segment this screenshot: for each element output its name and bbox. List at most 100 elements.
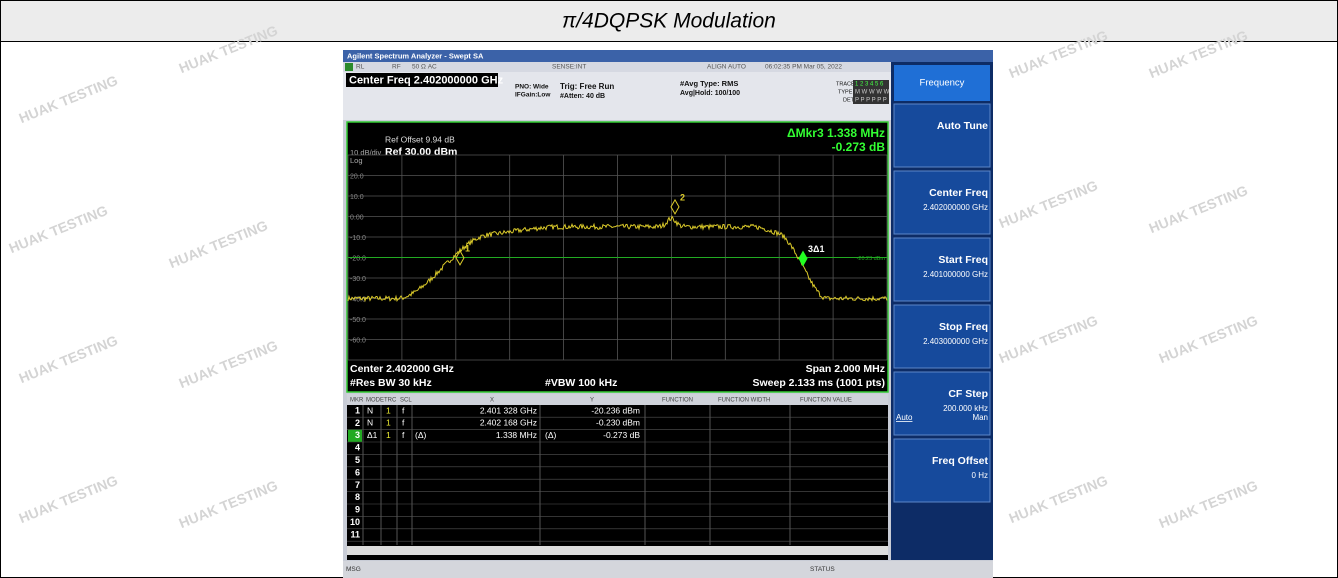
mkr: 9 xyxy=(355,505,360,515)
center-freq-setting: Center Freq 2.402000000 GHz xyxy=(349,74,504,86)
y-label: 10.0 xyxy=(350,194,364,201)
trace xyxy=(347,215,888,303)
softkey-menu xyxy=(894,65,990,101)
title-row xyxy=(0,0,1338,42)
marker-label: 2 xyxy=(680,192,685,202)
softkey[interactable] xyxy=(893,103,991,168)
softkey-value: 2.402000000 GHz xyxy=(923,203,988,212)
status-item: ALIGN AUTO xyxy=(707,64,746,71)
softkey[interactable] xyxy=(893,304,991,369)
status-row xyxy=(343,62,891,72)
table-header xyxy=(347,394,888,405)
sweep: Sweep 2.133 ms (1001 pts) xyxy=(753,377,886,389)
mkr: 8 xyxy=(355,492,360,502)
setting: #Avg Type: RMS xyxy=(680,79,738,88)
trace: 1 xyxy=(386,405,391,415)
delta-value: -0.273 dB xyxy=(832,140,886,154)
trace: 1 xyxy=(386,418,391,428)
x-value: 1.338 MHz xyxy=(496,430,537,440)
x-value: 2.402 168 GHz xyxy=(480,418,537,428)
y-label: -50.0 xyxy=(350,317,366,324)
mode: N xyxy=(367,405,373,415)
option[interactable]: Auto xyxy=(896,413,913,422)
y-value: -20.236 dBm xyxy=(591,405,640,415)
softkey[interactable] xyxy=(893,170,991,235)
mkr: 3 xyxy=(355,430,360,440)
y-label: -30.0 xyxy=(350,276,366,283)
softkey-label[interactable]: Auto Tune xyxy=(937,120,988,132)
column-header: X xyxy=(490,398,494,404)
mode: N xyxy=(367,418,373,428)
marker-label: 1 xyxy=(465,243,470,253)
status-key xyxy=(345,63,353,71)
y-value: -0.230 dBm xyxy=(596,418,640,428)
res-bw: #Res BW 30 kHz xyxy=(350,377,432,389)
log-label: Log xyxy=(350,156,363,165)
mkr: 11 xyxy=(350,529,360,539)
column-header: FUNCTION VALUE xyxy=(800,398,852,404)
mode: Δ1 xyxy=(367,430,378,440)
y-label: -10.0 xyxy=(350,235,366,242)
y-ref: (Δ) xyxy=(545,430,557,440)
setting: IFGain:Low xyxy=(515,92,551,99)
mkr: 2 xyxy=(355,418,360,428)
setting: DET xyxy=(843,97,855,103)
softkey-label[interactable]: Center Freq xyxy=(929,187,988,199)
y-label: 0.00 xyxy=(350,214,364,221)
setting: PNO: Wide xyxy=(515,84,549,91)
mkr: 4 xyxy=(355,443,360,453)
column-header: MKR xyxy=(350,398,364,404)
marker xyxy=(455,249,465,266)
softkey-value: 2.403000000 GHz xyxy=(923,337,988,346)
active-row-key xyxy=(348,429,362,442)
column-header: TRC xyxy=(384,398,397,404)
softkey-label[interactable]: Stop Freq xyxy=(939,321,988,333)
status-item: SENSE:INT xyxy=(552,64,586,71)
y-label: -20.0 xyxy=(350,255,366,262)
softkey-label[interactable]: Start Freq xyxy=(938,254,988,266)
status-item: RF xyxy=(392,64,401,71)
setting: #Atten: 40 dB xyxy=(560,93,605,100)
setting: Trig: Free Run xyxy=(560,82,614,91)
scale: f xyxy=(402,405,405,415)
setting: TRACE xyxy=(836,81,855,87)
x-value: 2.401 328 GHz xyxy=(480,405,537,415)
marker-label: 3Δ1 xyxy=(808,244,824,254)
y-label: -60.0 xyxy=(350,337,366,344)
setting: TYPE xyxy=(838,89,853,95)
y-value: -0.273 dB xyxy=(603,430,640,440)
softkey-label[interactable]: Freq Offset xyxy=(932,455,989,467)
option[interactable]: Man xyxy=(972,413,988,422)
window-title: Agilent Spectrum Analyzer - Swept SA xyxy=(347,51,484,60)
y-label: 20.0 xyxy=(350,173,364,180)
softkey-value: 0 Hz xyxy=(972,471,988,480)
trace-box xyxy=(853,80,889,104)
softkey[interactable] xyxy=(893,438,991,503)
column-header: FUNCTION WIDTH xyxy=(718,398,770,404)
status-item: 50 Ω AC xyxy=(412,64,437,71)
mkr: 7 xyxy=(355,480,360,490)
msg: MSG xyxy=(346,566,361,573)
status-bar xyxy=(343,561,993,578)
ref-level: Ref 30.00 dBm xyxy=(385,146,457,158)
trace-types: M W W W W W xyxy=(855,90,897,96)
setting: Avg|Hold: 100/100 xyxy=(680,90,740,97)
scale: 10 dB/div xyxy=(350,148,382,157)
marker xyxy=(798,250,808,267)
center-label: Center 2.402000 GHz xyxy=(350,363,454,375)
window-title-bar xyxy=(343,50,993,62)
softkey[interactable] xyxy=(893,371,991,436)
column-header: Y xyxy=(590,398,594,404)
scale: f xyxy=(402,430,405,440)
span: Span 2.000 MHz xyxy=(806,363,885,375)
vbw: #VBW 100 kHz xyxy=(545,377,617,389)
mkr: 1 xyxy=(355,405,360,415)
delta-marker: ΔMkr3 1.338 MHz xyxy=(787,126,885,140)
status: STATUS xyxy=(810,566,835,573)
softkey-label[interactable]: CF Step xyxy=(948,388,988,400)
scrollbar xyxy=(347,546,888,555)
display-line-label: -20.23 dBm xyxy=(857,256,886,262)
softkey[interactable] xyxy=(893,237,991,302)
y-label: -40.0 xyxy=(350,296,366,303)
